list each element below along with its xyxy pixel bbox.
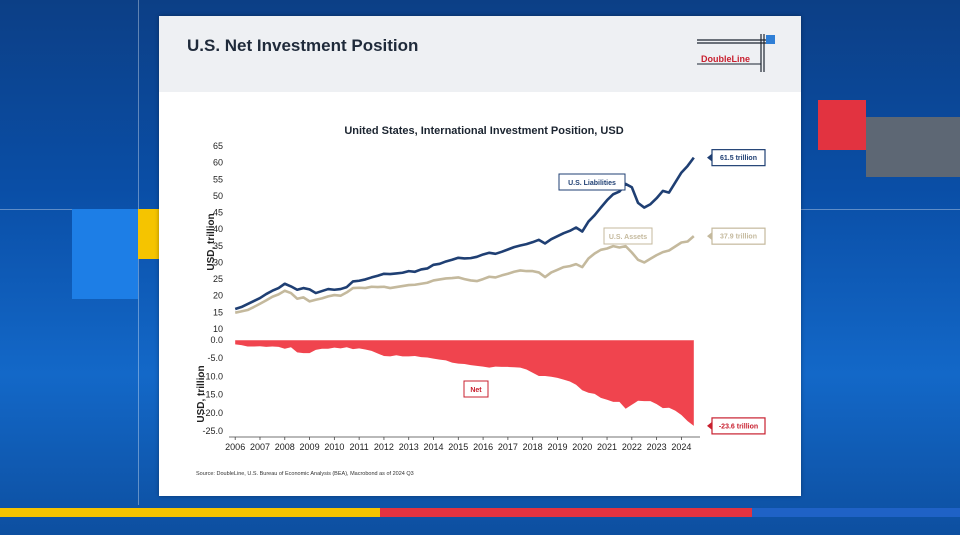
- assets-end-callout-pointer: [707, 232, 712, 241]
- net-end-callout-box: [711, 417, 766, 435]
- slide-title: U.S. Net Investment Position: [187, 36, 419, 55]
- x-tick-label: 2008: [275, 442, 295, 452]
- x-tick-label: 2020: [572, 442, 592, 452]
- doubleline-logo: DoubleLine: [697, 34, 777, 74]
- net-end-callout-pointer: [707, 421, 712, 430]
- top-y-tick-label: 40: [213, 224, 223, 234]
- bottom-y-tick-label: -20.0: [202, 408, 223, 418]
- top-y-tick-label: 50: [213, 191, 223, 201]
- liabilities-end-callout-label: 61.5 trillion: [720, 155, 757, 162]
- logo-mark: [697, 34, 775, 72]
- net-annotation: Net: [470, 387, 482, 394]
- source-note: Source: DoubleLine, U.S. Bureau of Econo…: [196, 471, 414, 477]
- bottom-y-tick-label: -10.0: [202, 371, 223, 381]
- x-tick-label: 2009: [300, 442, 320, 452]
- background-red-block: [818, 100, 866, 150]
- assets-end-callout-label: 37.9 trillion: [720, 234, 757, 241]
- net-annotation-box: [463, 380, 489, 398]
- x-tick-label: 2024: [671, 442, 691, 452]
- x-tick-label: 2011: [349, 442, 368, 452]
- top-y-tick-label: 30: [213, 257, 223, 267]
- series-layer: [229, 156, 695, 426]
- logo-text: DoubleLine: [701, 54, 750, 64]
- slide: U.S. Net Investment Position DoubleLine …: [159, 16, 801, 496]
- liabilities-end-callout-box: [711, 149, 766, 167]
- bottom-y-tick-label: -25.0: [202, 426, 223, 436]
- x-tick-label: 2023: [647, 442, 667, 452]
- bottom-stripe-blue: [752, 508, 960, 517]
- top-y-tick-label: 45: [213, 208, 223, 218]
- top-y-tick-label: 20: [213, 291, 223, 301]
- bottom-stripe-yellow: [0, 508, 380, 517]
- top-y-axis: 10 15 20 25 30 35 40 45 50 55 60 65: [213, 141, 223, 334]
- background-yellow-block: [138, 209, 159, 259]
- liabilities-annotation-box: [558, 173, 626, 191]
- x-tick-label: 2017: [498, 442, 518, 452]
- end-value-callouts: 61.5 trillion 37.9 trillion -23.6 trillion: [707, 149, 766, 435]
- liabilities-series-line: [234, 156, 695, 311]
- x-tick-label: 2014: [423, 442, 443, 452]
- background-blue-block: [72, 209, 138, 299]
- background-gray-block: [866, 117, 960, 177]
- assets-end-callout-box: [711, 227, 766, 245]
- assets-annotation: U.S. Assets: [609, 234, 647, 241]
- top-y-tick-label: 55: [213, 174, 223, 184]
- bottom-y-axis: 0.0 -5.0 -10.0 -15.0 -20.0 -25.0: [202, 335, 223, 436]
- x-tick-label: 2022: [622, 442, 642, 452]
- x-tick-label: 2010: [324, 442, 344, 452]
- chart-title: United States, International Investment …: [344, 125, 623, 137]
- x-tick-label: 2007: [250, 442, 270, 452]
- top-y-tick-label: 35: [213, 241, 223, 251]
- x-tick-label: 2016: [473, 442, 493, 452]
- liabilities-annotation: U.S. Liabilities: [568, 180, 616, 187]
- bottom-y-tick-label: -5.0: [207, 353, 223, 363]
- bottom-y-axis-label: USD, trillion: [196, 365, 207, 422]
- liabilities-end-callout-pointer: [707, 153, 712, 162]
- x-tick-label: 2015: [448, 442, 468, 452]
- top-y-tick-label: 10: [213, 324, 223, 334]
- top-y-tick-label: 15: [213, 307, 223, 317]
- chart: United States, International Investment …: [196, 125, 766, 477]
- x-tick-label: 2021: [597, 442, 617, 452]
- x-axis: 2006 2007 2008 2009 2010 2011 2012 2013 2014 2015…: [225, 436, 700, 452]
- x-tick-label: 2013: [399, 442, 419, 452]
- top-y-tick-label: 60: [213, 158, 223, 168]
- x-tick-label: 2012: [374, 442, 394, 452]
- bottom-y-tick-label: -15.0: [202, 390, 223, 400]
- assets-annotation-box: [603, 227, 653, 245]
- x-tick-label: 2019: [547, 442, 567, 452]
- assets-series-line: [234, 235, 695, 314]
- bottom-y-tick-label: 0.0: [210, 335, 223, 345]
- top-y-tick-label: 25: [213, 274, 223, 284]
- top-y-axis-label: USD, trillion: [206, 213, 217, 270]
- x-tick-label: 2018: [523, 442, 543, 452]
- slide-header: U.S. Net Investment Position DoubleLine: [159, 16, 801, 92]
- top-y-tick-label: 65: [213, 141, 223, 151]
- x-tick-label: 2006: [225, 442, 245, 452]
- bottom-stripe-red: [380, 508, 752, 517]
- net-series-area: [235, 340, 694, 426]
- net-end-callout-label: -23.6 trillion: [719, 423, 758, 430]
